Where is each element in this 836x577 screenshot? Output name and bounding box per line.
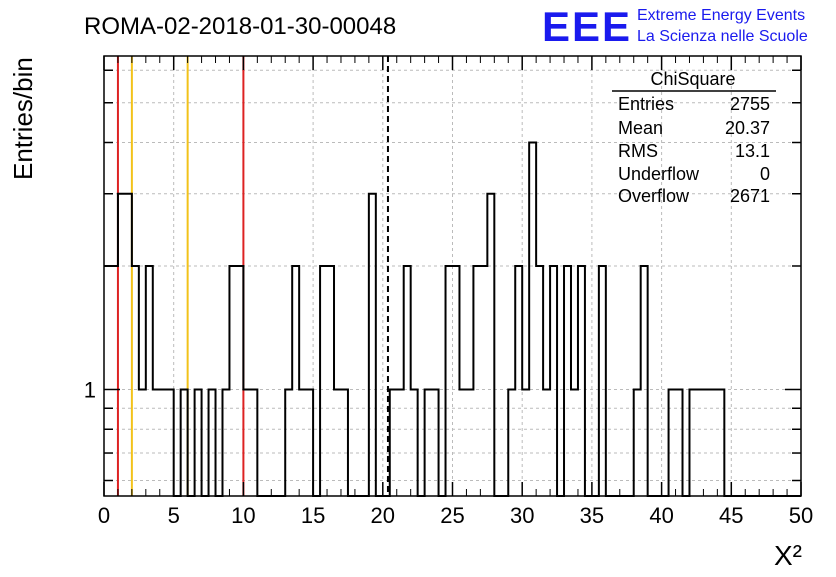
logo-line-1: Extreme Energy Events bbox=[637, 7, 805, 24]
x-axis-label: X² bbox=[774, 540, 802, 571]
run-title: ROMA-02-2018-01-30-00048 bbox=[84, 13, 396, 40]
x-tick-label-10: 10 bbox=[231, 503, 255, 528]
stats-title: ChiSquare bbox=[650, 69, 735, 89]
x-tick-label-30: 30 bbox=[510, 503, 534, 528]
stats-label-mean: Mean bbox=[618, 118, 663, 138]
stats-label-entries: Entries bbox=[618, 94, 674, 114]
eee-logo: EEE bbox=[542, 3, 632, 50]
x-tick-label-25: 25 bbox=[440, 503, 464, 528]
axes: 0 5 10 15 20 25 30 35 40 45 50 1 bbox=[84, 55, 813, 528]
stats-value-rms: 13.1 bbox=[735, 141, 770, 161]
logo-line-2: La Scienza nelle Scuole bbox=[637, 28, 808, 45]
stats-value-entries: 2755 bbox=[730, 94, 770, 114]
stats-label-underflow: Underflow bbox=[618, 164, 700, 184]
x-tick-label-5: 5 bbox=[168, 503, 180, 528]
y-axis-label: Entries/bin bbox=[8, 57, 38, 180]
stats-label-overflow: Overflow bbox=[618, 186, 690, 206]
stats-value-mean: 20.37 bbox=[725, 118, 770, 138]
threshold-markers bbox=[116, 56, 389, 496]
stats-value-underflow: 0 bbox=[760, 164, 770, 184]
y-tick-label-1: 1 bbox=[84, 377, 96, 402]
x-tick-label-40: 40 bbox=[649, 503, 673, 528]
x-tick-label-45: 45 bbox=[719, 503, 743, 528]
histogram-outline bbox=[104, 141, 801, 497]
stats-box: ChiSquare Entries 2755 Mean 20.37 RMS 13… bbox=[612, 69, 776, 206]
x-tick-label-15: 15 bbox=[301, 503, 325, 528]
stats-value-overflow: 2671 bbox=[730, 186, 770, 206]
x-tick-label-50: 50 bbox=[789, 503, 813, 528]
x-tick-label-0: 0 bbox=[98, 503, 110, 528]
stats-label-rms: RMS bbox=[618, 141, 658, 161]
x-tick-label-35: 35 bbox=[580, 503, 604, 528]
x-tick-label-20: 20 bbox=[371, 503, 395, 528]
